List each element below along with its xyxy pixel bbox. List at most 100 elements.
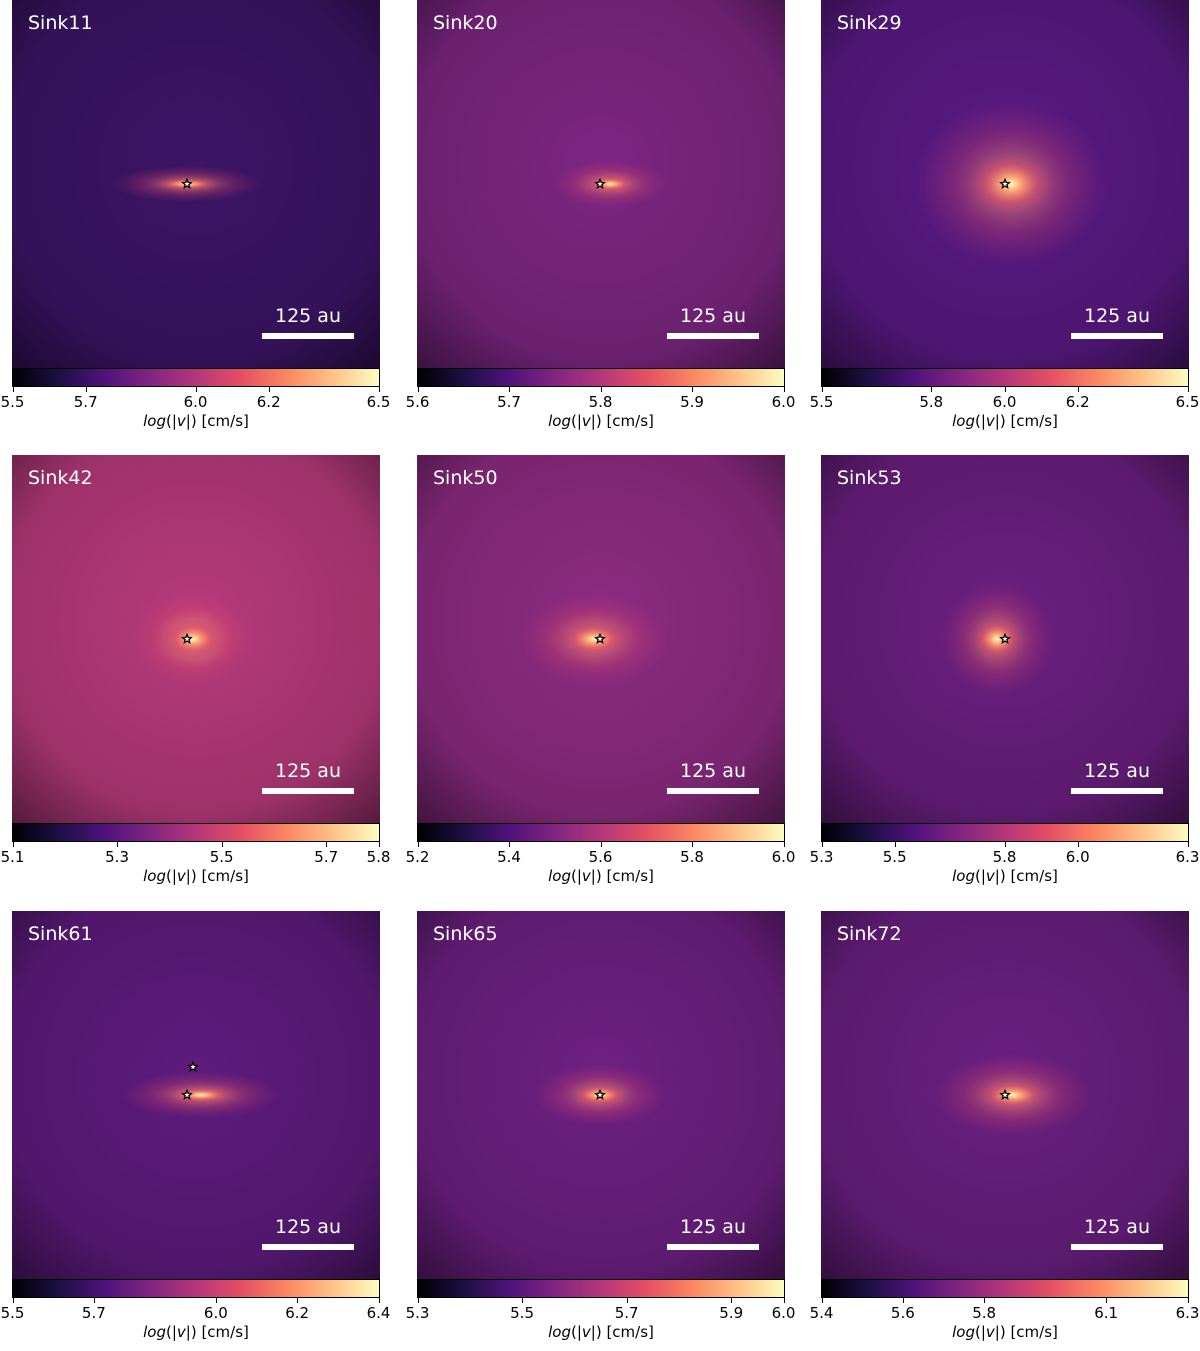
tick-label: 6.1: [1094, 1304, 1119, 1322]
velocity-map: [417, 455, 785, 823]
tick-mark: [93, 1298, 95, 1303]
core-glow: [977, 1079, 1049, 1111]
colorbar-label: log(|v|) [cm/s]: [143, 412, 249, 430]
panel-sink61: Sink61 125 au 5.5 5.7 6.0 6.2 6.4 log(|v|) [cm/…: [1, 911, 390, 1351]
tick-label: 6.0: [203, 1304, 228, 1322]
tick-mark: [522, 1298, 524, 1303]
colorbar-ticks: 5.5 5.8 6.0 6.2 6.5: [810, 387, 1199, 411]
panel-sink42: Sink42 125 au 5.1 5.3 5.5 5.7 5.8 log(|v|) [cm/…: [1, 455, 390, 895]
tick-mark: [378, 387, 380, 392]
tick-label: 6.3: [1175, 848, 1200, 866]
tick-mark: [692, 387, 693, 392]
core-glow: [165, 1086, 237, 1104]
panel-title: Sink42: [28, 467, 93, 489]
tick-mark: [378, 1298, 380, 1303]
panel-title: Sink20: [433, 12, 498, 34]
tick-mark: [1106, 1298, 1108, 1303]
tick-label: 6.3: [1175, 1304, 1200, 1322]
tick-mark: [221, 842, 223, 847]
sink-star-1: [594, 632, 606, 645]
sink-star-1: [181, 1088, 193, 1101]
core-glow: [163, 619, 223, 659]
tick-mark: [509, 387, 510, 392]
colorbar: [417, 368, 785, 387]
colorbar: [12, 823, 380, 842]
colorbar-ticks: 5.5 5.7 6.0 6.2 6.4: [1, 1298, 390, 1322]
scale-bar-label: 125 au: [1084, 760, 1150, 782]
tick-label: 5.5: [209, 848, 234, 866]
panel-title: Sink50: [433, 467, 498, 489]
colorbar-label: log(|v|) [cm/s]: [143, 1323, 249, 1341]
tick-label: 6.0: [1065, 848, 1090, 866]
tick-label: 5.8: [366, 848, 391, 866]
scale-bar-label: 125 au: [680, 305, 746, 327]
tick-label: 6.5: [366, 393, 391, 411]
sink-star-1: [594, 1088, 606, 1101]
velocity-map: [12, 0, 380, 368]
scale-bar: [667, 788, 759, 794]
tick-mark: [85, 387, 87, 392]
tick-mark: [378, 842, 380, 847]
sink-star-2: [187, 1060, 199, 1073]
colorbar-label: log(|v|) [cm/s]: [143, 867, 249, 885]
panel-sink29: Sink29 125 au 5.5 5.8 6.0 6.2 6.5 log(|v|) [cm/…: [810, 0, 1199, 440]
tick-label: 6.0: [183, 393, 208, 411]
scale-bar: [667, 333, 759, 339]
sink-star-1: [999, 177, 1011, 190]
tick-label: 6.0: [771, 1304, 796, 1322]
colorbar-ticks: 5.3 5.5 5.8 6.0 6.3: [810, 842, 1199, 866]
panel-sink53: Sink53 125 au 5.3 5.5 5.8 6.0 6.3 log(|v|) [cm/…: [810, 455, 1199, 895]
tick-mark: [268, 387, 270, 392]
panel-title: Sink29: [837, 12, 902, 34]
tick-mark: [984, 1298, 986, 1303]
panel-sink72: Sink72 125 au 5.4 5.6 5.8 6.1 6.3 log(|v|) [cm/…: [810, 911, 1199, 1351]
velocity-map: [12, 455, 380, 823]
tick-mark: [600, 387, 602, 392]
colorbar: [12, 368, 380, 387]
panel-sink50: Sink50 125 au 5.2 5.4 5.6 5.8 6.0 log(|v|) [cm/…: [406, 455, 795, 895]
tick-label: 5.4: [497, 848, 521, 866]
tick-mark: [783, 842, 785, 847]
tick-label: 5.9: [719, 1304, 744, 1322]
tick-mark: [626, 1298, 628, 1303]
tick-mark: [821, 842, 823, 847]
tick-label: 6.0: [992, 393, 1017, 411]
tick-mark: [12, 1298, 14, 1303]
velocity-map: [821, 455, 1189, 823]
tick-mark: [1187, 387, 1189, 392]
scale-bar-label: 125 au: [275, 305, 341, 327]
tick-mark: [117, 842, 119, 847]
sink-star-1: [181, 177, 193, 190]
tick-label: 5.7: [81, 1304, 106, 1322]
tick-mark: [12, 842, 14, 847]
tick-label: 6.2: [285, 1304, 310, 1322]
core-glow: [584, 175, 636, 193]
panel-title: Sink61: [28, 923, 93, 945]
sink-star-1: [999, 632, 1011, 645]
scale-bar-label: 125 au: [1084, 305, 1150, 327]
velocity-map: [821, 911, 1189, 1279]
colorbar: [821, 1279, 1189, 1298]
velocity-map: [417, 911, 785, 1279]
tick-mark: [902, 1298, 904, 1303]
tick-label: 5.8: [588, 393, 613, 411]
tick-label: 5.3: [809, 848, 834, 866]
tick-label: 5.7: [497, 393, 521, 411]
core-glow: [560, 621, 628, 657]
tick-label: 6.2: [1065, 393, 1090, 411]
tick-label: 6.0: [771, 393, 796, 411]
panel-title: Sink11: [28, 12, 93, 34]
scale-bar: [667, 1244, 759, 1250]
tick-label: 5.3: [405, 1304, 430, 1322]
tick-label: 5.5: [0, 1304, 25, 1322]
tick-mark: [1187, 842, 1189, 847]
tick-mark: [1077, 387, 1079, 392]
scale-bar-label: 125 au: [275, 1216, 341, 1238]
tick-mark: [417, 1298, 419, 1303]
scale-bar-label: 125 au: [275, 760, 341, 782]
colorbar-ticks: 5.1 5.3 5.5 5.7 5.8: [1, 842, 390, 866]
tick-label: 6.5: [1175, 393, 1200, 411]
tick-label: 5.8: [680, 848, 704, 866]
colorbar-label: log(|v|) [cm/s]: [952, 1323, 1058, 1341]
tick-mark: [12, 387, 14, 392]
